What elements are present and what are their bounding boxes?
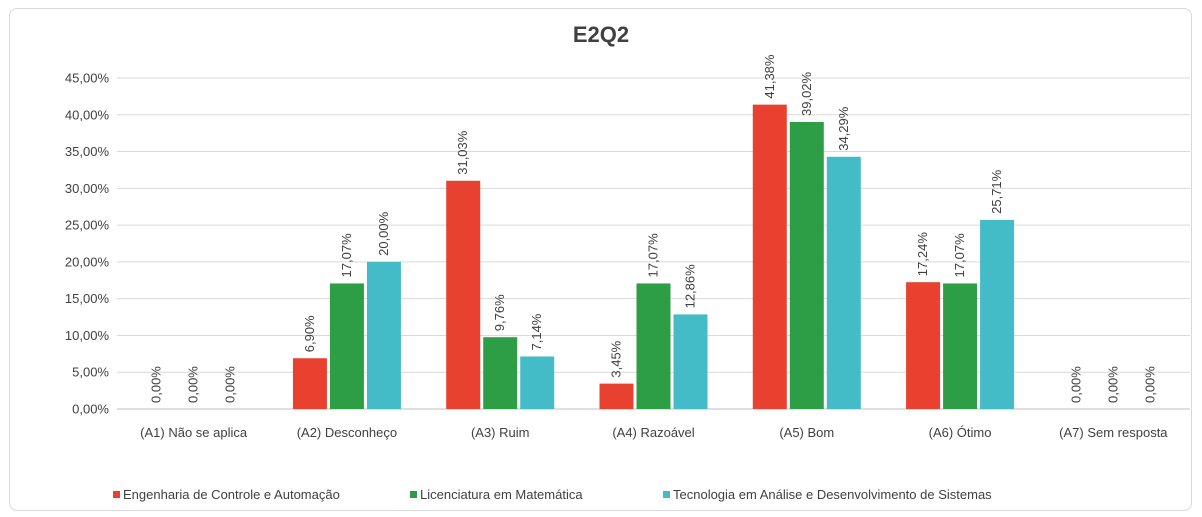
data-label: 39,02% [799, 71, 814, 116]
data-label: 20,00% [376, 211, 391, 256]
x-tick-label: (A6) Ótimo [929, 425, 992, 440]
bar [789, 121, 824, 410]
data-label: 0,00% [223, 366, 238, 403]
bar [292, 358, 327, 409]
x-axis: (A1) Não se aplica (A2) Desconheço (A3) Ru… [140, 425, 1168, 440]
x-tick-label: (A5) Bom [779, 425, 834, 440]
data-label: 25,71% [989, 169, 1004, 214]
data-label: 0,00% [1142, 366, 1157, 403]
bar [980, 219, 1015, 409]
data-label: 3,45% [609, 340, 624, 377]
data-label: 6,90% [302, 315, 317, 352]
legend-label: Licenciatura em Matemática [420, 487, 583, 502]
data-label: 0,00% [186, 366, 201, 403]
bar [483, 337, 518, 409]
data-label: 9,76% [492, 294, 507, 331]
bar [366, 261, 401, 409]
y-tick-label: 35,00% [65, 144, 110, 159]
legend-swatch [113, 491, 120, 498]
data-label: 17,24% [915, 232, 930, 277]
x-tick-label: (A2) Desconheço [297, 425, 397, 440]
y-tick-label: 10,00% [65, 328, 110, 343]
bar [520, 356, 555, 409]
data-label: 0,00% [1105, 366, 1120, 403]
bar [826, 156, 861, 409]
legend: Engenharia de Controle e Automação Licenc… [113, 487, 992, 502]
data-label: 12,86% [683, 264, 698, 309]
legend-label: Tecnologia em Análise e Desenvolvimento … [673, 487, 992, 502]
x-tick-label: (A3) Ruim [471, 425, 530, 440]
y-tick-label: 5,00% [72, 365, 109, 380]
bar [943, 283, 978, 409]
data-label: 34,29% [836, 106, 851, 151]
bar [329, 283, 364, 409]
data-label: 17,07% [339, 233, 354, 278]
legend-swatch [663, 491, 670, 498]
data-label: 17,07% [952, 233, 967, 278]
y-axis: 0,00% 5,00% 10,00% 15,00% 20,00% 25,00% 30,00%… [65, 71, 110, 417]
y-tick-label: 25,00% [65, 218, 110, 233]
data-label: 0,00% [149, 366, 164, 403]
data-label: 0,00% [1068, 366, 1083, 403]
y-tick-label: 0,00% [72, 402, 109, 417]
legend-label: Engenharia de Controle e Automação [123, 487, 340, 502]
chart-title: E2Q2 [573, 22, 629, 47]
bar [636, 283, 671, 409]
data-labels: 0,00% 0,00% 0,00% 6,90% 17,07% 20,00% 31,03% 9,… [149, 54, 1158, 403]
bar [906, 282, 941, 409]
data-label: 17,07% [646, 233, 661, 278]
bar [599, 383, 634, 409]
bars [292, 104, 1015, 410]
data-label: 7,14% [529, 313, 544, 350]
bar [446, 180, 481, 409]
x-tick-label: (A1) Não se aplica [140, 425, 248, 440]
data-label: 31,03% [455, 130, 470, 175]
legend-swatch [410, 491, 417, 498]
y-tick-label: 20,00% [65, 254, 110, 269]
bar [673, 314, 708, 409]
data-label: 41,38% [762, 54, 777, 99]
y-tick-label: 30,00% [65, 181, 110, 196]
bar [752, 104, 787, 410]
y-tick-label: 40,00% [65, 107, 110, 122]
x-tick-label: (A4) Razoável [612, 425, 694, 440]
y-tick-label: 15,00% [65, 291, 110, 306]
y-tick-label: 45,00% [65, 71, 110, 86]
x-tick-label: (A7) Sem resposta [1059, 425, 1168, 440]
